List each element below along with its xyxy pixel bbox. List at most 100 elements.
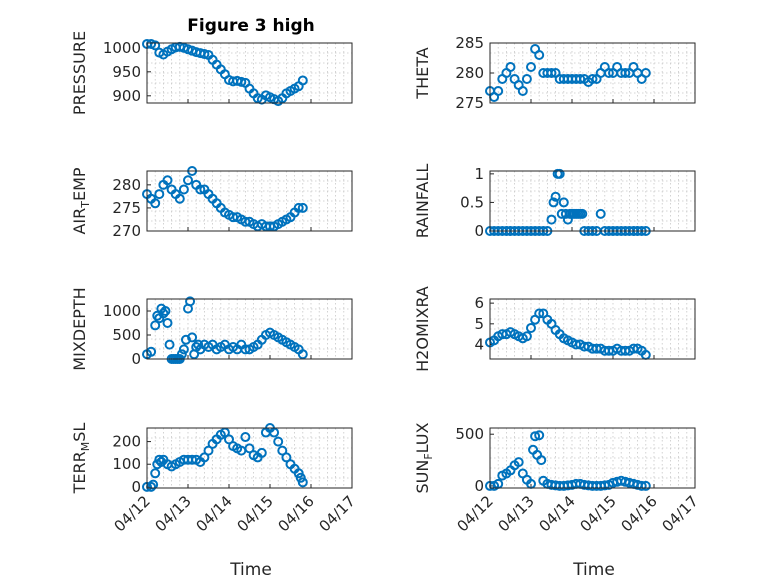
y-tick-label: 270 [112,222,141,240]
data-point [640,68,651,78]
y-tick-label: 4 [474,336,484,354]
y-axis-label: MIXDEPTH [70,287,89,370]
x-tick-label: 04/14 [193,492,236,535]
data-point [534,308,545,319]
panel-h2omixra: 6 5 4 H2OMIXRA [413,286,696,372]
y-tick-label: 285 [455,34,484,52]
data-point [521,74,532,84]
data-point [640,480,651,491]
axes-box [489,427,696,489]
data-point [493,86,504,96]
data-point [293,202,304,213]
x-tick-label: 04/15 [577,492,620,535]
data-point [536,455,547,466]
y-tick-label: 950 [112,63,141,81]
data-point [256,447,267,458]
data-point [193,339,204,350]
data-point [546,214,557,225]
data-point [603,68,614,78]
x-axis-label-left: Time [229,560,272,580]
axes-box [489,42,696,104]
axes-box [146,170,353,232]
y-tick-label: 275 [455,94,484,112]
axes-box [489,298,696,360]
x-tick-label: 04/15 [234,492,277,535]
data-point [526,62,536,72]
data-point [297,202,308,213]
data-point [595,208,606,219]
data-point [530,431,541,442]
panel-theta: 285 280 275 THETA [413,34,696,112]
data-point [195,184,206,195]
y-tick-label: 275 [112,199,141,217]
y-tick-label: 1000 [103,39,141,57]
data-point [162,318,173,328]
y-axis-label: THETA [413,47,432,99]
data-point [548,197,559,208]
data-point [176,349,187,360]
data-point [162,175,173,186]
y-tick-label: 200 [112,433,141,451]
axes-box [146,42,353,104]
data-point [150,40,161,51]
data-point [521,331,532,342]
data-point [575,74,586,84]
data-point [577,208,588,219]
x-tick-label: 04/16 [618,492,661,535]
panel-rainfall: 1 0.5 0 RAINFALL [413,164,696,240]
y-tick-label: 1000 [103,302,141,320]
y-tick-label: 0 [474,477,484,495]
y-tick-label: 100 [112,455,141,473]
y-axis-label: SUNFLUX [413,422,435,493]
x-tick-label: 04/13 [495,492,538,535]
data-point [513,457,524,468]
y-tick-label: 0 [131,478,141,496]
x-tick-label: 04/17 [659,492,702,535]
data-point [150,320,161,331]
y-tick-label: 6 [474,294,484,312]
x-tick-label: 04/12 [111,492,154,535]
data-point [154,189,165,200]
data-point [236,76,247,87]
y-axis-label: RAINFALL [413,164,432,239]
data-point [240,432,251,443]
data-point [150,198,161,209]
x-tick-label: 04/17 [316,492,359,535]
data-point [156,456,167,467]
data-point [187,332,198,343]
data-point [178,184,189,195]
data-point [199,49,210,60]
panel-mixdepth: 1000 500 0 MIXDEPTH [70,287,353,371]
data-point [178,344,189,355]
data-point [550,191,561,202]
axes-box [146,298,353,360]
y-axis-label: PRESSURE [70,31,89,115]
x-axis-label-right: Time [572,560,615,580]
data-point [150,468,161,479]
y-axis-label: AIRTEMP [70,167,92,234]
y-tick-label: 500 [455,425,484,443]
data-point [505,62,516,72]
x-tick-label: 04/13 [152,492,195,535]
data-point [154,454,165,465]
y-tick-label: 0.5 [460,193,484,211]
data-point [174,193,185,204]
x-tick-label: 04/16 [275,492,318,535]
data-point [558,197,569,208]
data-point [587,74,598,84]
y-tick-label: 280 [455,64,484,82]
y-tick-label: 1 [474,165,484,183]
y-tick-label: 900 [112,87,141,105]
data-point [185,296,196,307]
data-point [636,480,647,491]
x-tick-label: 04/12 [454,492,497,535]
data-point [160,306,171,316]
data-point [620,68,631,78]
x-tick-label: 04/14 [536,492,579,535]
axes-box [489,170,696,232]
data-point [164,339,175,350]
data-point [534,430,545,441]
data-point [554,168,565,179]
